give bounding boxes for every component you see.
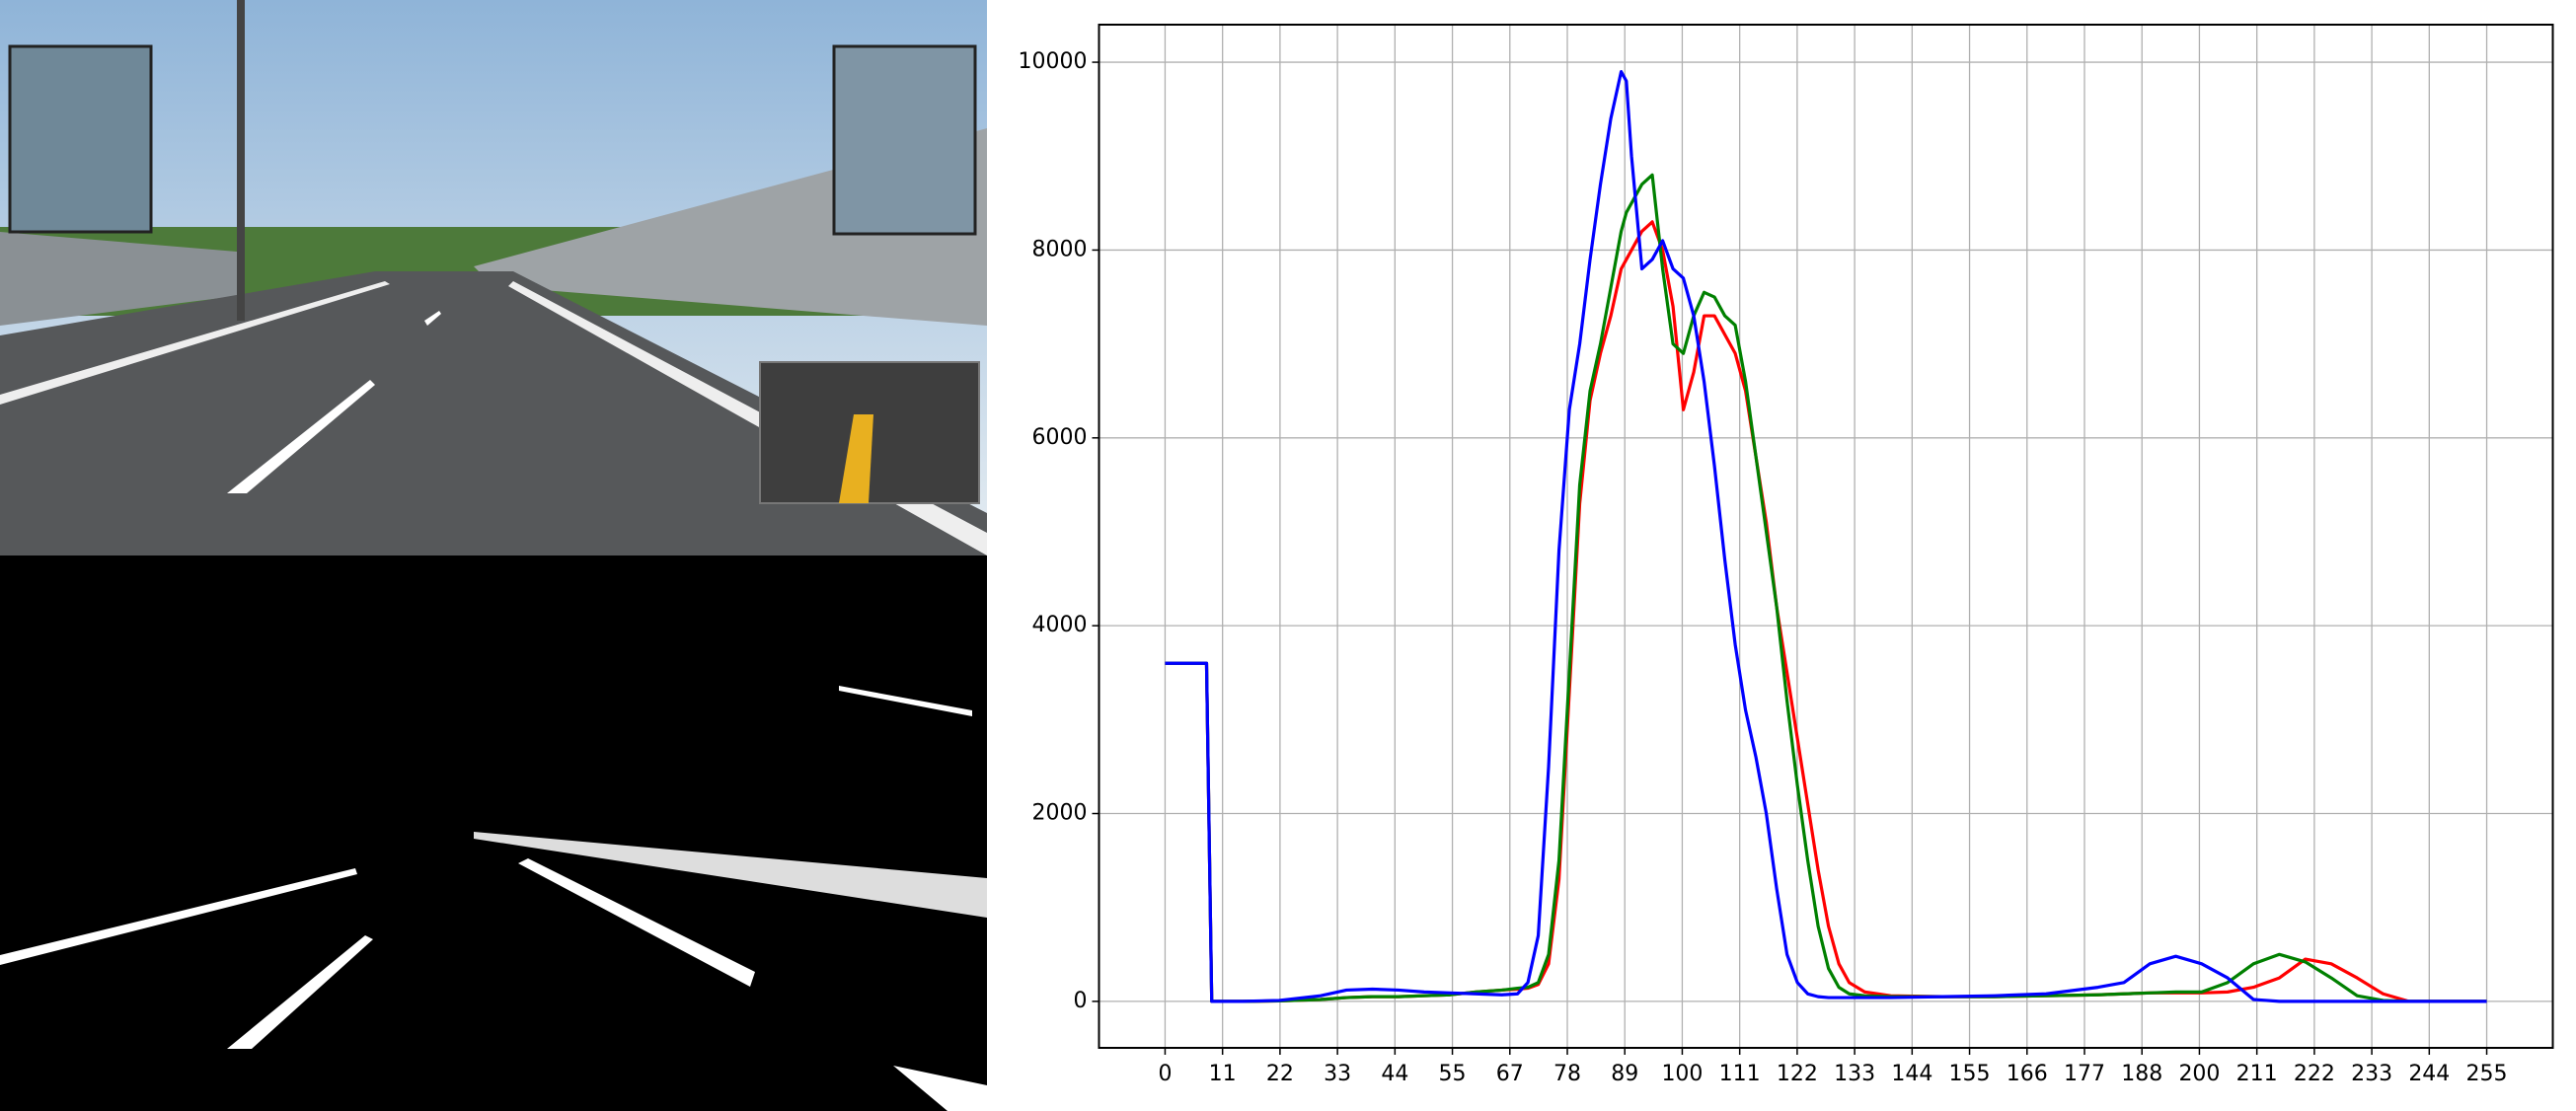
x-tick-label: 44 — [1381, 1062, 1408, 1086]
x-tick-label: 22 — [1266, 1062, 1294, 1086]
x-tick-label: 78 — [1553, 1062, 1581, 1086]
x-tick-label: 255 — [2466, 1062, 2508, 1086]
x-tick-label: 144 — [1891, 1062, 1932, 1086]
x-tick-label: 244 — [2408, 1062, 2450, 1086]
y-tick-label: 8000 — [1032, 237, 1088, 261]
x-tick-label: 222 — [2294, 1062, 2335, 1086]
plot-frame — [1098, 24, 2554, 1049]
x-tick-label: 155 — [1949, 1062, 1991, 1086]
x-tick-label: 55 — [1439, 1062, 1467, 1086]
x-tick-label: 166 — [2007, 1062, 2048, 1086]
y-tick-label: 6000 — [1032, 425, 1088, 450]
x-tick-label: 67 — [1496, 1062, 1524, 1086]
x-tick-label: 11 — [1209, 1062, 1237, 1086]
x-tick-label: 100 — [1661, 1062, 1703, 1086]
x-tick-label: 211 — [2236, 1062, 2278, 1086]
y-tick-label: 0 — [1074, 989, 1088, 1013]
series-line — [1165, 173, 2487, 1003]
series-line — [1165, 220, 2487, 1003]
x-tick-label: 233 — [2351, 1062, 2392, 1086]
x-tick-label: 200 — [2178, 1062, 2220, 1086]
x-tick-label: 133 — [1834, 1062, 1875, 1086]
x-tick-label: 33 — [1324, 1062, 1351, 1086]
x-tick-label: 188 — [2121, 1062, 2162, 1086]
x-tick-label: 177 — [2064, 1062, 2105, 1086]
series-line — [1165, 69, 2487, 1003]
y-tick-label: 4000 — [1032, 613, 1088, 637]
x-tick-label: 122 — [1777, 1062, 1818, 1086]
x-tick-label: 89 — [1611, 1062, 1638, 1086]
x-tick-label: 0 — [1158, 1062, 1172, 1086]
x-tick-label: 111 — [1719, 1062, 1761, 1086]
y-tick-label: 2000 — [1032, 801, 1088, 826]
game-view — [0, 0, 987, 556]
y-tick-label: 10000 — [1019, 49, 1088, 74]
binary-mask — [0, 556, 987, 1111]
